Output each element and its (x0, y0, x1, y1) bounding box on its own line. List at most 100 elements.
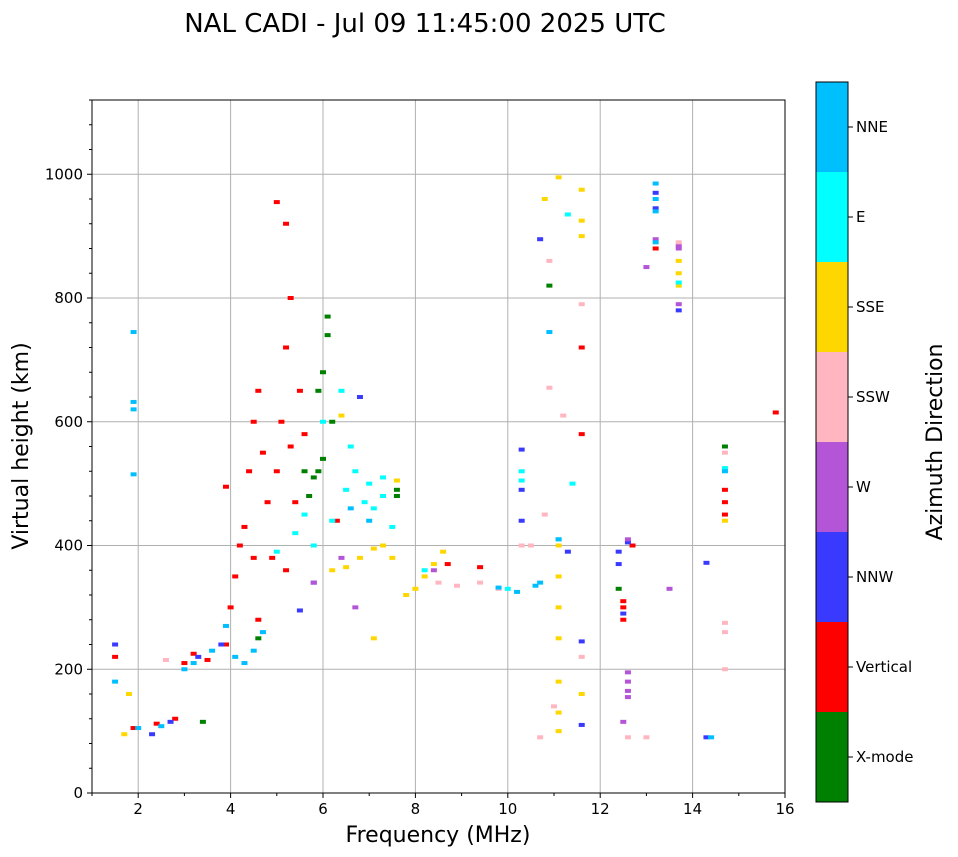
echo-point-nne (135, 726, 142, 731)
echo-point-x-mode (393, 487, 400, 492)
x-tick-label: 12 (591, 800, 610, 818)
echo-point-x-mode (393, 494, 400, 498)
echo-point-ssw (578, 302, 585, 307)
echo-point-nne (652, 240, 659, 245)
echo-point-nnw (578, 639, 585, 644)
echo-point-nnw (703, 735, 710, 740)
y-tick-label: 400 (54, 537, 83, 555)
echo-point-vertical (283, 221, 290, 226)
echo-point-vertical (629, 543, 636, 548)
echo-point-x-mode (320, 370, 326, 375)
colorbar-tick-label: NNW (856, 568, 893, 586)
echo-point-w (643, 265, 650, 270)
echo-point-e (343, 487, 350, 492)
echo-point-sse (430, 562, 437, 567)
echo-point-vertical (241, 524, 248, 529)
echo-point-nne (241, 661, 248, 666)
colorbar-tick-label: Vertical (856, 658, 912, 676)
echo-point-vertical (172, 716, 179, 721)
echo-point-e (329, 518, 336, 523)
echo-point-ssw (435, 580, 442, 585)
echo-point-nne (250, 648, 257, 653)
echo-point-sse (412, 586, 419, 591)
echo-point-x-mode (315, 469, 322, 474)
echo-point-nne (130, 407, 137, 412)
echo-point-x-mode (721, 444, 728, 449)
echo-point-e (380, 494, 387, 498)
echo-point-e (310, 543, 317, 548)
x-tick-label: 2 (133, 800, 143, 818)
echo-point-ssw (675, 240, 682, 245)
echo-point-ssw (721, 450, 728, 455)
echo-point-nne (532, 583, 539, 588)
echo-point-vertical (190, 651, 197, 656)
echo-point-x-mode (324, 314, 331, 319)
echo-point-nne (652, 197, 659, 201)
echo-point-vertical (620, 599, 627, 604)
echo-point-nnw (564, 549, 571, 554)
echo-point-w (352, 605, 359, 610)
echo-point-nne (209, 648, 216, 653)
echo-point-vertical (444, 562, 451, 567)
echo-point-vertical (181, 661, 188, 666)
echo-point-ssw (721, 630, 728, 635)
colorbar-segment (816, 712, 848, 802)
echo-point-nne (366, 518, 373, 523)
colorbar-segment (816, 622, 848, 712)
colorbar-tick-label: SSW (856, 388, 890, 406)
echo-point-vertical (620, 605, 627, 610)
echo-point-nne (181, 667, 188, 672)
echo-point-nnw (195, 654, 202, 659)
echo-point-vertical (652, 246, 659, 251)
echo-point-sse (555, 543, 562, 548)
echo-point-x-mode (315, 388, 322, 393)
echo-point-vertical (721, 487, 728, 492)
echo-point-nnw (615, 562, 622, 567)
colorbar-tick-label: X-mode (856, 748, 913, 766)
x-axis-label: Frequency (MHz) (346, 823, 531, 848)
echo-point-vertical (246, 469, 253, 474)
echo-point-w (675, 246, 682, 251)
colorbar-label: Azimuth Direction (923, 343, 948, 540)
echo-point-nnw (652, 206, 659, 211)
echo-point-vertical (296, 388, 303, 393)
echo-point-w (624, 679, 631, 684)
colorbar-segment (816, 82, 848, 172)
echo-point-e (675, 280, 682, 285)
echo-point-sse (125, 692, 132, 696)
echo-point-nnw (518, 518, 525, 523)
echo-point-nne (232, 654, 239, 659)
echo-point-nnw (356, 395, 363, 399)
echo-point-e (380, 475, 387, 480)
echo-point-sse (370, 546, 377, 551)
echo-point-vertical (301, 432, 308, 437)
echo-point-sse (380, 543, 387, 548)
echo-point-nne (537, 580, 544, 585)
colorbar-segment (816, 352, 848, 442)
echo-point-e (320, 419, 326, 424)
echo-point-nne (514, 589, 521, 594)
echo-point-sse (356, 555, 363, 560)
echo-point-nne (708, 735, 715, 740)
echo-point-e (361, 500, 368, 505)
echo-point-sse (329, 568, 336, 573)
echo-point-w (624, 695, 631, 700)
echo-point-vertical (620, 617, 627, 622)
echo-point-sse (555, 729, 562, 734)
colorbar-segment (816, 172, 848, 262)
echo-point-nne (222, 623, 229, 628)
echo-point-vertical (222, 484, 229, 489)
echo-point-ssw (518, 543, 525, 548)
echo-point-e (370, 506, 377, 511)
echo-point-vertical (204, 657, 211, 662)
echo-point-sse (403, 593, 410, 597)
echo-point-nne (546, 330, 553, 335)
echo-point-vertical (721, 512, 728, 517)
echo-point-e (301, 512, 308, 517)
y-tick-label: 200 (54, 660, 83, 678)
echo-point-ssw (721, 620, 728, 625)
echo-point-e (504, 586, 511, 591)
x-tick-label: 14 (683, 800, 702, 818)
echo-point-w (620, 719, 627, 724)
